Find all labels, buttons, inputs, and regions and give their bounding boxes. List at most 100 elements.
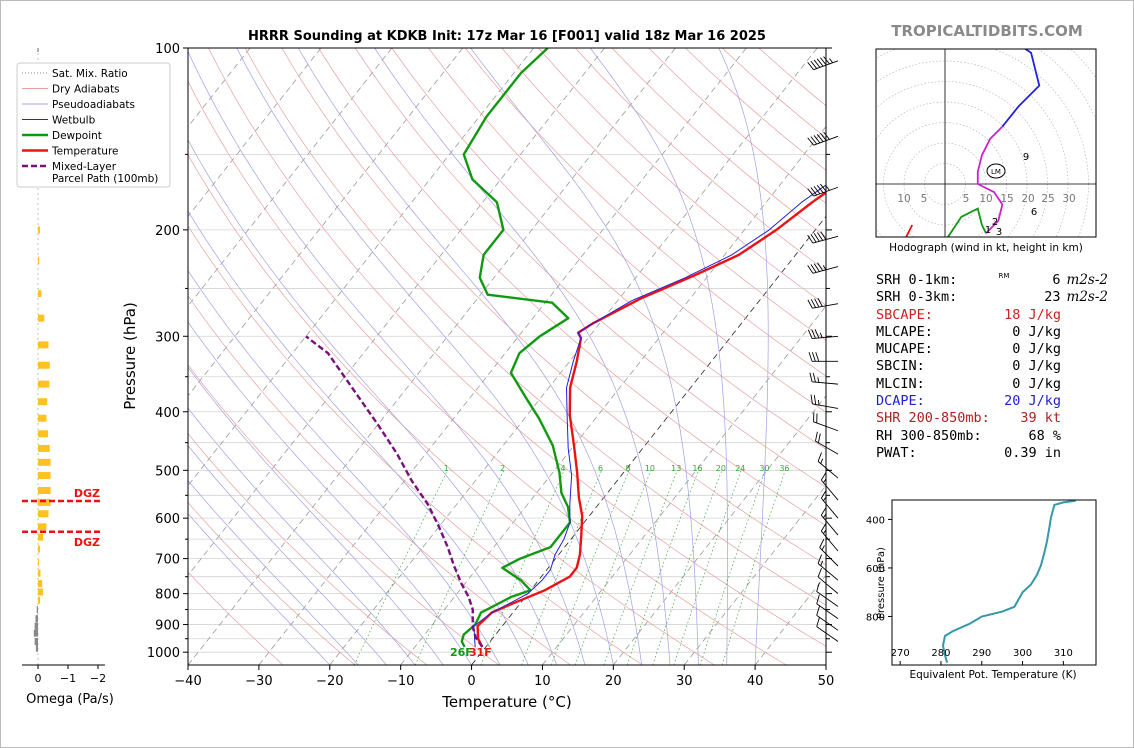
- barb-flag: [820, 506, 827, 516]
- omega-bar: [38, 257, 40, 265]
- wind-barb: [816, 617, 839, 642]
- barb-flag: [810, 136, 818, 145]
- stat-value-text: 0.39 in: [1004, 444, 1061, 461]
- hodograph-ring-label: 15: [1000, 193, 1013, 205]
- hodograph-height-label: 9: [1023, 152, 1029, 163]
- stat-value-text: 6: [1052, 272, 1061, 288]
- dry-adiabat: [318, 48, 826, 526]
- barb-flag: [814, 298, 820, 308]
- mixing-ratio-label: 1: [444, 464, 449, 473]
- stat-row: SBCAPE: 18 J/kg: [876, 307, 1116, 324]
- hodograph-segment: [946, 207, 987, 237]
- wind-barb: [820, 506, 839, 536]
- barb-staff: [813, 60, 839, 71]
- mixing-ratio-label: 24: [735, 464, 745, 473]
- barb-flag: [817, 232, 824, 241]
- barb-staff: [820, 530, 839, 552]
- dry-adiabat: [281, 48, 826, 566]
- barb-flag: [815, 352, 820, 362]
- barb-half-flag: [823, 529, 827, 534]
- pseudoadiabat: [188, 210, 529, 665]
- pseudoadiabat: [188, 366, 444, 665]
- barb-flag: [807, 234, 814, 244]
- wind-barb: [807, 329, 839, 339]
- stat-row: SBCIN: 0 J/kg: [876, 358, 1116, 375]
- wind-barb: [816, 606, 839, 631]
- omega-bar: [38, 588, 44, 596]
- theta-e-x-tick-label: 300: [1013, 648, 1032, 659]
- dry-adiabat: [538, 48, 826, 306]
- left-mover-marker: [986, 163, 1006, 179]
- y-tick-label: 700: [155, 553, 180, 568]
- hodograph-height-label: 3: [996, 227, 1002, 238]
- omega-bar: [38, 361, 50, 369]
- stat-row: SRH 0-1km: 6 m2s-2: [876, 272, 1116, 289]
- y-tick-label: 300: [155, 330, 180, 345]
- barb-flag: [810, 394, 813, 405]
- stat-label: MLCIN:: [876, 375, 925, 392]
- pseudoadiabat: [297, 48, 643, 665]
- barb-flag: [810, 234, 817, 243]
- x-tick-label: 0: [467, 674, 475, 689]
- omega-bar: [38, 430, 49, 438]
- barb-staff: [813, 135, 839, 146]
- barb-flag: [817, 452, 822, 462]
- isotherm-line: [329, 48, 818, 665]
- series-dewpoint: [460, 48, 572, 648]
- wind-barb: [809, 372, 839, 385]
- stat-label: PWAT:: [876, 444, 917, 461]
- right-mover-label: RM: [999, 272, 1010, 280]
- hodograph-ring-label: 5: [963, 193, 970, 205]
- y-tick-label: 900: [155, 619, 180, 634]
- mixing-ratio-label: 2: [500, 464, 505, 473]
- barb-flag: [810, 299, 817, 308]
- dry-adiabat: [188, 433, 428, 665]
- stat-value-text: 68 %: [1028, 427, 1061, 444]
- x-tick-label: 50: [818, 674, 835, 689]
- pseudoadiabat: [188, 270, 501, 665]
- dry-adiabat: [354, 48, 826, 488]
- barb-staff: [813, 421, 839, 432]
- barb-flag: [816, 594, 820, 604]
- theta-e-x-tick-label: 270: [891, 648, 910, 659]
- dry-adiabat: [188, 501, 356, 665]
- mixing-ratio-label: 6: [598, 464, 603, 473]
- barb-staff: [817, 576, 839, 594]
- dgz-label: DGZ: [74, 536, 100, 549]
- stat-value-text: 0 J/kg: [1012, 358, 1061, 375]
- stat-value: 0.39 in: [1004, 445, 1061, 462]
- pseudoadiabat: [590, 48, 728, 665]
- dry-adiabat: [501, 48, 826, 341]
- wind-barb: [807, 131, 839, 146]
- omega-bar: [38, 444, 50, 452]
- dry-adiabat: [188, 364, 500, 665]
- dgz-label: DGZ: [74, 487, 100, 500]
- stat-value: 18 J/kg: [1004, 307, 1061, 324]
- stat-row: MLCAPE: 0 J/kg: [876, 324, 1116, 341]
- hodograph-trace: [905, 49, 1041, 237]
- hodograph-frame: [875, 48, 1097, 238]
- theta-e-x-tick-label: 310: [1054, 648, 1073, 659]
- omega-bar: [38, 498, 51, 506]
- omega-bar: [38, 596, 41, 604]
- mixing-ratio-label: 13: [671, 464, 681, 473]
- stat-row: PWAT: 0.39 in: [876, 445, 1116, 462]
- barb-flag: [816, 184, 824, 193]
- barb-flag: [820, 522, 827, 532]
- mixing-ratio-line: [414, 470, 505, 665]
- barb-staff: [812, 266, 839, 274]
- hodograph-ring-label: 5: [921, 193, 928, 205]
- skewt-axes: −40 −30 −20 −10 0 10 20 30 40 50 100 200 300 400 500 60…: [147, 42, 834, 689]
- wind-barb: [810, 394, 839, 409]
- wind-barb: [813, 412, 839, 432]
- stat-label: MUCAPE:: [876, 341, 933, 358]
- legend-label: Sat. Mix. Ratio: [52, 68, 128, 80]
- barb-half-flag: [817, 377, 820, 383]
- omega-bar: [38, 398, 48, 406]
- barb-staff: [816, 591, 839, 607]
- barb-flag: [813, 59, 821, 68]
- barb-half-flag: [821, 545, 825, 551]
- series-mixed-layer-parcel-path-mb-: [305, 335, 484, 648]
- stat-value: 23 m2s-2: [1044, 289, 1108, 306]
- dry-adiabat: [188, 154, 715, 665]
